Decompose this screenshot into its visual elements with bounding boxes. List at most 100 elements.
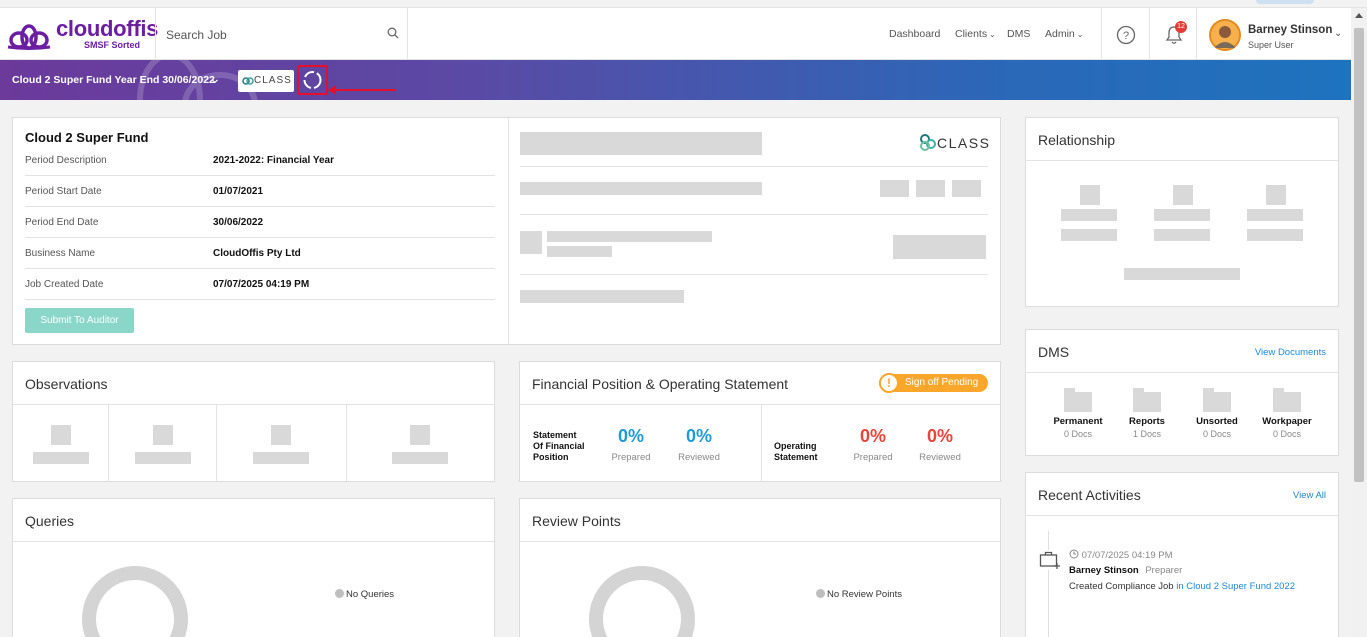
app-logo[interactable]: cloudoffis SMSF Sorted xyxy=(6,16,158,52)
job-switch-chevron-icon[interactable]: ⌄ xyxy=(209,70,221,86)
clock-icon xyxy=(1069,549,1079,559)
queries-donut-chart xyxy=(82,566,188,637)
folder-count: 1 Docs xyxy=(1132,429,1161,439)
annotation-arrow xyxy=(328,85,396,95)
chevron-down-icon: ⌄ xyxy=(989,30,996,39)
help-button[interactable]: ? xyxy=(1101,8,1149,60)
skeleton-block xyxy=(135,452,191,464)
panel-header: Financial Position & Operating Statement… xyxy=(520,362,1000,405)
folder-permanent[interactable]: Permanent 0 Docs xyxy=(1048,388,1108,439)
os-label-line: Statement xyxy=(774,452,818,462)
skeleton-block xyxy=(916,180,945,197)
nav-clients[interactable]: Clients ⌄ xyxy=(955,28,996,40)
skeleton-block xyxy=(952,180,981,197)
submit-to-auditor-button[interactable]: Submit To Auditor xyxy=(25,308,134,333)
fund-details-panel: Cloud 2 Super Fund Period Description 202… xyxy=(12,117,1001,345)
os-label-line: Operating xyxy=(774,441,817,451)
activity-description: Created Compliance Job in Cloud 2 Super … xyxy=(1069,581,1295,592)
skeleton-block xyxy=(547,246,612,257)
legend-label: No Review Points xyxy=(827,589,902,600)
sync-button[interactable] xyxy=(297,65,328,95)
prepared-label: Prepared xyxy=(611,452,651,463)
class-rings-icon xyxy=(242,77,254,85)
detail-row: Period End Date 30/06/2022 xyxy=(25,207,495,238)
class-integration-logo[interactable]: CLASS xyxy=(238,70,294,92)
sign-off-label: Sign off Pending xyxy=(905,377,979,388)
avatar xyxy=(1209,19,1241,51)
job-banner: Cloud 2 Super Fund Year End 30/06/2022 ⌄… xyxy=(0,60,1351,100)
os-prepared-percent[interactable]: 0% xyxy=(859,426,886,446)
sofp-prepared-percent[interactable]: 0% xyxy=(617,426,644,446)
class-logo-text: CLASS xyxy=(254,75,292,86)
panel-header: Queries xyxy=(13,499,494,542)
skeleton-block xyxy=(1061,229,1117,241)
nav-dms[interactable]: DMS xyxy=(1007,28,1031,40)
queries-legend: No Queries xyxy=(335,589,394,600)
skeleton-block xyxy=(392,452,448,464)
activity-time: 07/07/2025 04:19 PM xyxy=(1069,549,1173,561)
detail-label: Period End Date xyxy=(25,217,99,228)
panel-title: Recent Activities xyxy=(1038,487,1141,503)
view-documents-link[interactable]: View Documents xyxy=(1254,347,1326,358)
folder-workpaper[interactable]: Workpaper 0 Docs xyxy=(1257,388,1317,439)
fund-name: Cloud 2 Super Fund xyxy=(25,130,149,145)
nav-admin[interactable]: Admin ⌄ xyxy=(1045,28,1083,40)
panel-title: Financial Position & Operating Statement xyxy=(532,376,789,392)
folder-reports[interactable]: Reports 1 Docs xyxy=(1117,388,1177,439)
activity-user-role: Preparer xyxy=(1145,565,1183,576)
sofp-reviewed-percent[interactable]: 0% xyxy=(685,426,712,446)
panel-header: DMS View Documents xyxy=(1026,330,1338,373)
folder-icon xyxy=(1273,388,1301,412)
folder-name: Workpaper xyxy=(1262,416,1312,427)
top-navigation-bar xyxy=(0,8,1351,60)
os-reviewed-percent[interactable]: 0% xyxy=(926,426,953,446)
job-search[interactable]: Search Job xyxy=(155,8,408,60)
detail-label: Period Start Date xyxy=(25,186,102,197)
user-menu[interactable]: Barney Stinson Super User ⌄ xyxy=(1196,8,1351,60)
skeleton-block xyxy=(1266,185,1286,205)
detail-row: Period Description 2021-2022: Financial Y… xyxy=(25,145,495,176)
sign-off-pending-badge[interactable]: ! Sign off Pending xyxy=(879,373,988,393)
folder-name: Reports xyxy=(1129,416,1165,427)
dms-panel: DMS View Documents Permanent 0 Docs Report… xyxy=(1025,329,1339,456)
skeleton-block xyxy=(1247,229,1303,241)
skeleton-block xyxy=(520,132,762,155)
skeleton-block xyxy=(1173,185,1193,205)
divider xyxy=(761,405,762,481)
queries-panel: Queries No Queries xyxy=(12,498,495,637)
panel-header: Observations xyxy=(13,362,494,405)
reviewed-label: Reviewed xyxy=(678,452,720,463)
detail-value: 2021-2022: Financial Year xyxy=(213,155,335,166)
nav-dashboard[interactable]: Dashboard xyxy=(889,28,941,40)
brand-tagline: SMSF Sorted xyxy=(84,40,141,50)
skeleton-block xyxy=(547,231,712,242)
notifications-button[interactable]: 12 xyxy=(1149,8,1196,60)
folder-unsorted[interactable]: Unsorted 0 Docs xyxy=(1187,388,1247,439)
brand-name: cloudoffis xyxy=(56,16,159,41)
recent-activities-panel: Recent Activities View All 07/07/2025 04:… xyxy=(1025,472,1339,637)
user-name: Barney Stinson xyxy=(1248,24,1333,36)
legend-dot xyxy=(335,589,344,598)
folder-count: 0 Docs xyxy=(1063,429,1092,439)
detail-label: Period Description xyxy=(25,155,107,166)
skeleton-block xyxy=(1124,268,1240,280)
folder-count: 0 Docs xyxy=(1202,429,1231,439)
skeleton-block xyxy=(153,425,173,445)
search-input[interactable]: Search Job xyxy=(166,28,227,42)
page-scrollbar[interactable] xyxy=(1351,8,1367,637)
scrollbar-thumb[interactable] xyxy=(1354,28,1364,482)
scroll-up-arrow-icon[interactable] xyxy=(1355,13,1363,18)
search-icon[interactable] xyxy=(387,27,399,39)
activity-target-link[interactable]: in Cloud 2 Super Fund 2022 xyxy=(1176,581,1296,592)
relationship-panel: Relationship xyxy=(1025,117,1339,307)
skeleton-block xyxy=(893,235,986,259)
divider xyxy=(520,214,988,215)
skeleton-block xyxy=(410,425,430,445)
reviewed-label: Reviewed xyxy=(919,452,961,463)
divider xyxy=(216,405,217,481)
view-all-link[interactable]: View All xyxy=(1292,490,1326,501)
job-title[interactable]: Cloud 2 Super Fund Year End 30/06/2022 xyxy=(12,74,215,86)
activity-user: Barney Stinson Preparer xyxy=(1069,565,1182,576)
detail-row: Period Start Date 01/07/2021 xyxy=(25,176,495,207)
skeleton-block xyxy=(1080,185,1100,205)
